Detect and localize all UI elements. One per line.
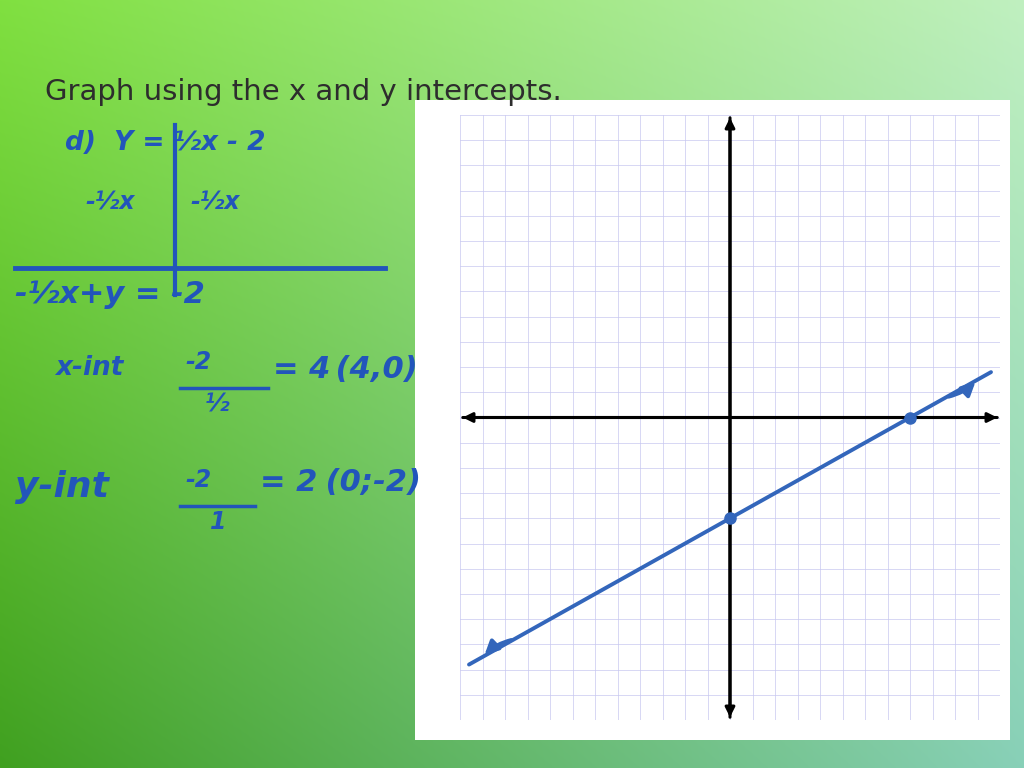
Text: (0;-2): (0;-2): [315, 468, 421, 497]
Text: = 2: = 2: [260, 468, 317, 497]
Text: Graph using the x and y intercepts.: Graph using the x and y intercepts.: [45, 78, 562, 106]
Text: -½x: -½x: [190, 190, 240, 214]
Text: -2: -2: [185, 350, 211, 374]
Text: -½x+y = -2: -½x+y = -2: [15, 280, 205, 309]
Text: x-int: x-int: [55, 355, 123, 381]
Text: ½: ½: [205, 393, 229, 417]
Text: = 4: = 4: [273, 355, 331, 384]
Text: -½x: -½x: [85, 190, 134, 214]
Bar: [415, 100, 1010, 740]
Text: d)  Y = ½x - 2: d) Y = ½x - 2: [65, 130, 265, 156]
Text: 1: 1: [210, 510, 226, 534]
Text: y-int: y-int: [15, 470, 109, 504]
Text: -2: -2: [185, 468, 211, 492]
Text: (4,0): (4,0): [325, 355, 418, 384]
